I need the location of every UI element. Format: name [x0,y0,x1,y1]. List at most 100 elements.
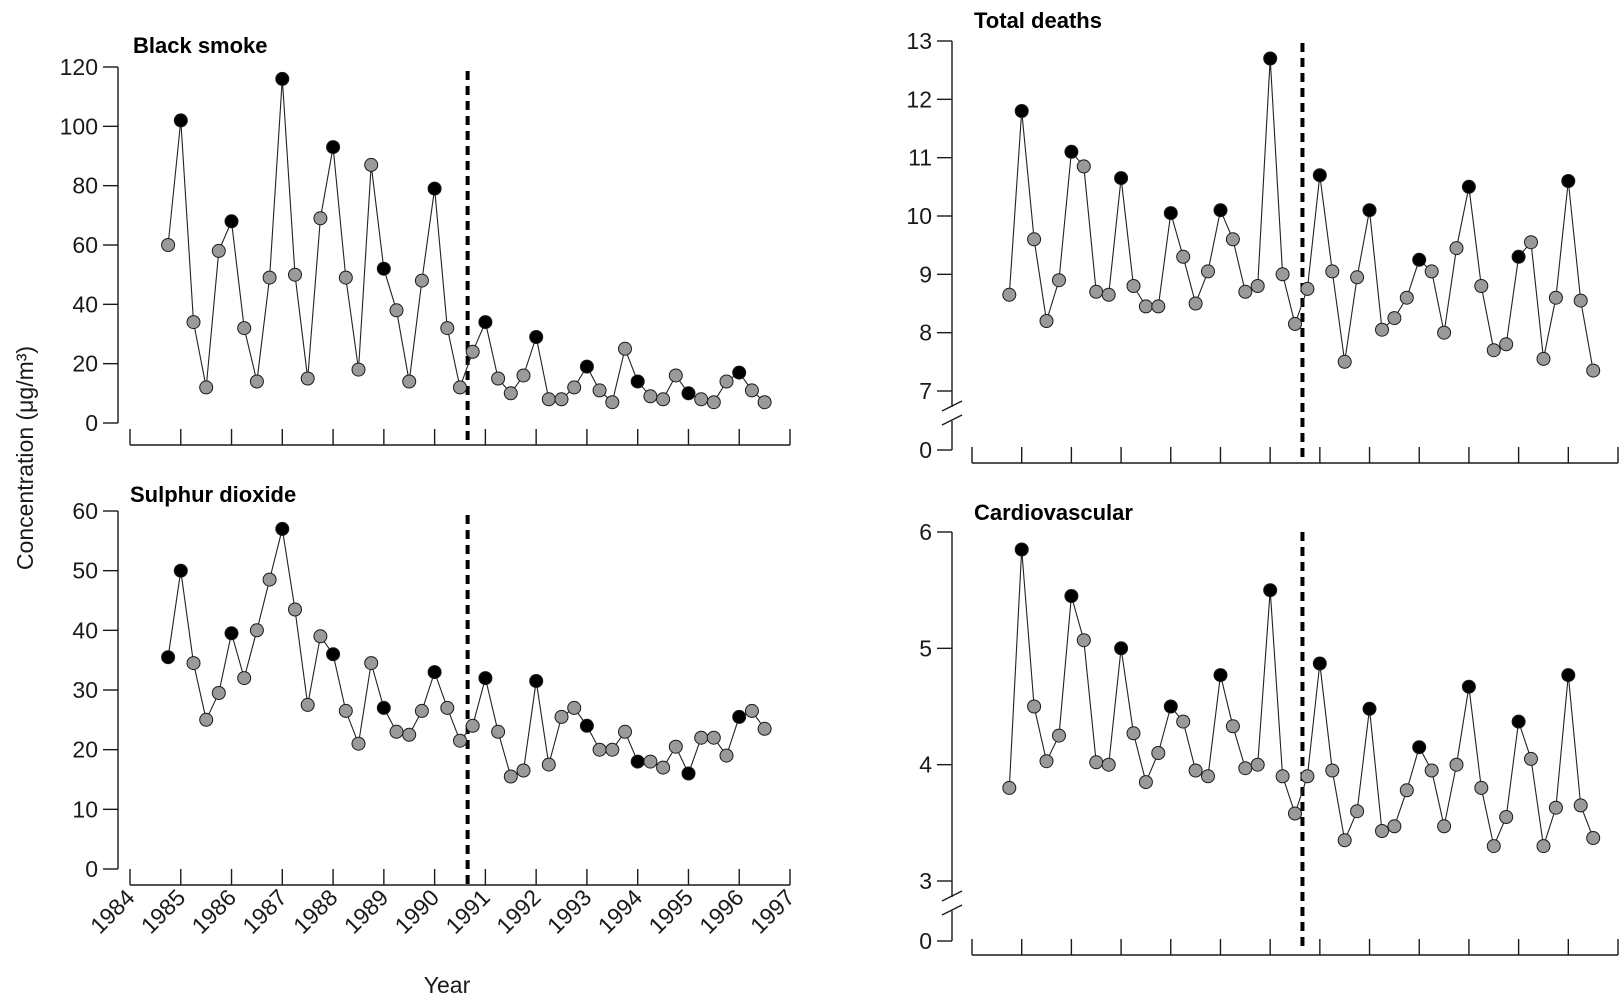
data-point [1188,763,1203,778]
data-point [249,623,264,638]
data-point-winter [681,386,696,401]
data-point [1399,783,1414,798]
data-point-winter [1014,104,1029,118]
data-point-winter [1561,174,1576,188]
data-point [262,572,277,587]
data-point [567,700,582,715]
data-point [1399,290,1414,305]
data-point [503,386,518,401]
panel-total-deaths: Total deaths 0 7 8 9 10 11 12 13 [906,8,1619,464]
axis-break-mark [941,414,963,426]
data-point [465,718,480,733]
y-tick-label: 0 [919,928,932,954]
data-point [1437,325,1452,340]
data-point [1586,363,1601,378]
data-point [1188,296,1203,311]
data-point [656,392,671,407]
data-point-winter [161,650,176,665]
data-point [1499,810,1514,824]
data-point-winter [1213,203,1228,218]
data-point-winter [1263,51,1278,66]
data-point-winter [579,718,594,733]
x-tick-label: 1989 [339,884,394,939]
data-point-winter [224,626,239,641]
data-point [1300,769,1315,784]
x-tick-label: 1993 [542,884,597,939]
data-point-winter [1114,171,1129,186]
data-point [338,703,353,718]
data-point [1548,290,1563,305]
y-tick-label: 8 [919,320,932,346]
x-tick-label: 1984 [85,884,140,939]
data-point [1275,267,1290,282]
x-tick-label: 1991 [440,884,495,939]
data-point [1548,800,1563,815]
data-point [1151,746,1166,760]
data-point [694,392,709,407]
x-tick-label: 1986 [187,884,242,939]
y-tick-label: 5 [919,635,932,661]
data-point [719,748,734,763]
data-point-winter [681,766,696,781]
y-tick-label: 3 [919,868,932,894]
data-point [1288,806,1302,821]
data-point [592,742,607,757]
data-point [161,238,176,252]
data-point [592,383,607,398]
data-point [643,754,658,769]
data-point [364,157,379,172]
data-point [605,742,620,757]
data-point-winter [1511,714,1526,729]
data-point [1300,281,1315,296]
data-point [605,395,620,410]
data-point [1039,314,1054,328]
data-point [300,371,315,386]
data-point-winter [224,214,239,229]
data-point [288,602,302,617]
data-point [1002,287,1017,302]
y-tick-label: 0 [919,437,932,463]
data-point [1052,728,1066,743]
data-point [313,211,328,226]
data-point-winter [1213,668,1228,683]
data-point [1138,775,1153,790]
x-tick-label: 1994 [593,884,648,939]
data-point [744,703,759,718]
data-point [1474,780,1489,795]
y-tick-label: 0 [85,856,98,882]
data-point [389,303,404,318]
data-point [1250,279,1265,293]
y-tick-label: 4 [919,752,932,778]
data-point [516,763,531,778]
data-point [1499,337,1514,352]
data-point [1126,726,1141,741]
data-point [706,730,721,745]
data-point-winter [1014,542,1029,557]
data-point [288,267,302,282]
data-point [503,769,518,784]
y-tick-label: 30 [72,677,98,703]
y-tick-label: 10 [906,203,932,229]
data-point [1486,839,1501,854]
data-point [656,760,671,775]
data-point [541,757,556,772]
data-point-winter [1163,699,1178,714]
data-point [389,724,404,739]
data-point [364,656,379,671]
data-point [1524,235,1538,250]
data-point [516,368,531,383]
chart-title: Sulphur dioxide [130,482,296,507]
data-point-winter [173,563,188,578]
data-point [1052,273,1066,288]
data-point [1138,299,1153,314]
data-point [1275,769,1290,784]
data-point [1126,279,1141,293]
data-point [618,724,632,739]
data-point-winter [1064,144,1079,159]
data-point [1225,719,1240,734]
data-point [1474,279,1489,293]
y-tick-label: 12 [906,86,932,112]
data-point [1151,299,1166,314]
data-point [1387,311,1402,326]
